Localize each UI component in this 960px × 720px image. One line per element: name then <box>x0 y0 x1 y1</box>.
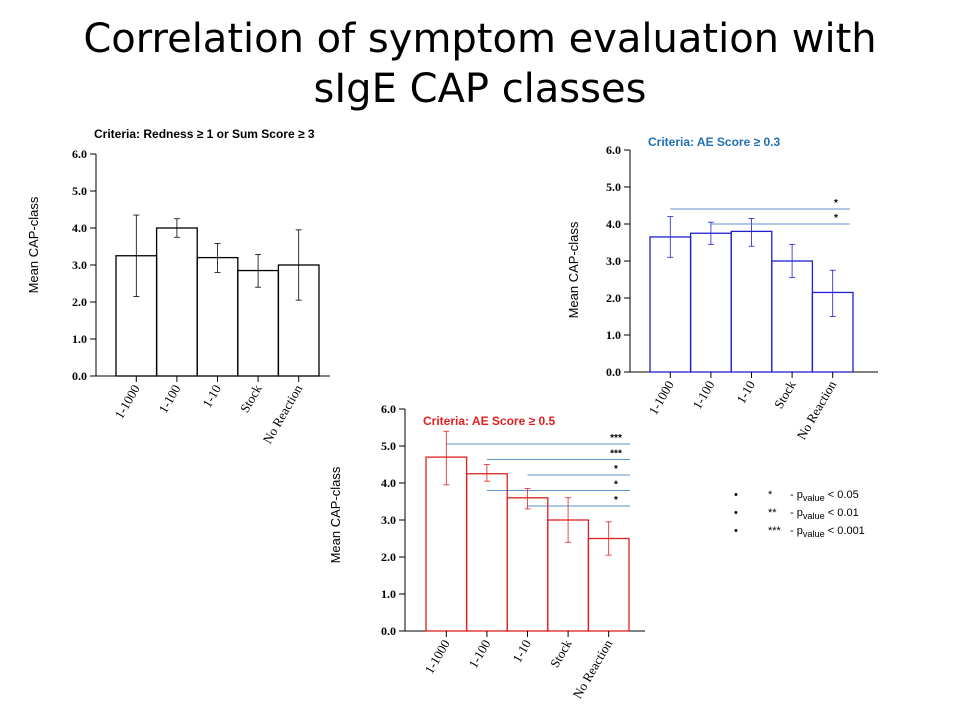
significance-label: * <box>834 213 838 224</box>
y-tick-label: 6.0 <box>606 143 621 157</box>
x-tick-label: 1-1000 <box>645 378 676 417</box>
x-tick-label: Stock <box>771 378 799 412</box>
y-tick-label: 4.0 <box>72 221 87 235</box>
y-axis-label: Mean CAP-class <box>566 221 581 318</box>
significance-label: * <box>834 198 838 209</box>
y-axis-label: Mean CAP-class <box>328 466 343 563</box>
y-tick-label: 2.0 <box>381 550 396 564</box>
y-tick-label: 3.0 <box>381 513 396 527</box>
y-tick-label: 0.0 <box>72 369 87 383</box>
chart-panel-1: Criteria: Redness ≥ 1 or Sum Score ≥ 3 Me… <box>26 127 330 446</box>
legend-p: - pvalue < 0.01 <box>790 507 859 522</box>
legend-symbol: *** <box>768 525 781 537</box>
significance-label: *** <box>610 449 622 460</box>
x-tick-label: No Reaction <box>794 378 840 443</box>
x-tick-label: 1-100 <box>465 637 493 671</box>
legend-symbol: * <box>768 489 773 501</box>
bar <box>196 256 239 377</box>
bar <box>689 232 732 373</box>
y-tick-label: 5.0 <box>381 439 396 453</box>
legend-bullet: • <box>734 525 738 537</box>
x-tick-label: No Reaction <box>260 382 306 447</box>
x-tick-label: 1-10 <box>733 378 758 406</box>
legend-p: - pvalue < 0.05 <box>790 489 859 504</box>
x-tick-label: 1-100 <box>155 382 183 416</box>
x-tick-label: 1-10 <box>199 382 224 410</box>
significance-label: * <box>614 480 618 491</box>
legend-bullet: • <box>734 489 738 501</box>
significance-label: * <box>614 495 618 506</box>
y-tick-label: 5.0 <box>606 180 621 194</box>
x-tick-label: 1-10 <box>509 637 534 665</box>
bar <box>155 227 198 377</box>
y-tick-label: 1.0 <box>606 328 621 342</box>
y-tick-label: 0.0 <box>381 624 396 638</box>
chart-title: Criteria: AE Score ≥ 0.5 <box>423 414 556 428</box>
x-tick-label: 1-1000 <box>111 382 142 421</box>
y-axis-label: Mean CAP-class <box>26 196 41 293</box>
y-tick-label: 5.0 <box>72 184 87 198</box>
x-tick-label: 1-100 <box>689 378 717 412</box>
slide-title-line1: Correlation of symptom evaluation with <box>83 16 877 62</box>
y-tick-label: 4.0 <box>606 217 621 231</box>
y-tick-label: 6.0 <box>72 147 87 161</box>
y-tick-label: 0.0 <box>606 365 621 379</box>
y-tick-label: 2.0 <box>606 291 621 305</box>
x-tick-label: Stock <box>237 382 265 416</box>
legend-bullet: • <box>734 507 738 519</box>
chart-panel-3: Criteria: AE Score ≥ 0.5 Mean CAP-class 0.… <box>328 402 645 701</box>
bar <box>506 497 549 632</box>
bar <box>730 230 773 373</box>
y-tick-label: 1.0 <box>381 587 396 601</box>
chart-panel-2: Criteria: AE Score ≥ 0.3 Mean CAP-class 0.… <box>566 135 878 442</box>
x-tick-label: Stock <box>547 637 575 671</box>
significance-label: * <box>614 464 618 475</box>
y-tick-label: 3.0 <box>606 254 621 268</box>
chart-title: Criteria: AE Score ≥ 0.3 <box>648 135 781 149</box>
chart-title: Criteria: Redness ≥ 1 or Sum Score ≥ 3 <box>94 127 315 141</box>
y-tick-label: 1.0 <box>72 332 87 346</box>
bar <box>465 473 508 632</box>
x-tick-label: 1-1000 <box>421 637 452 676</box>
legend-symbol: ** <box>768 507 777 519</box>
x-tick-label: No Reaction <box>570 637 616 702</box>
y-tick-label: 6.0 <box>381 402 396 416</box>
y-tick-label: 2.0 <box>72 295 87 309</box>
slide-title: Correlation of symptom evaluation with s… <box>0 14 960 114</box>
legend-p: - pvalue < 0.001 <box>790 525 865 540</box>
slide-title-line2: sIgE CAP classes <box>313 66 647 112</box>
y-tick-label: 3.0 <box>72 258 87 272</box>
significance-label: *** <box>610 433 622 444</box>
y-tick-label: 4.0 <box>381 476 396 490</box>
